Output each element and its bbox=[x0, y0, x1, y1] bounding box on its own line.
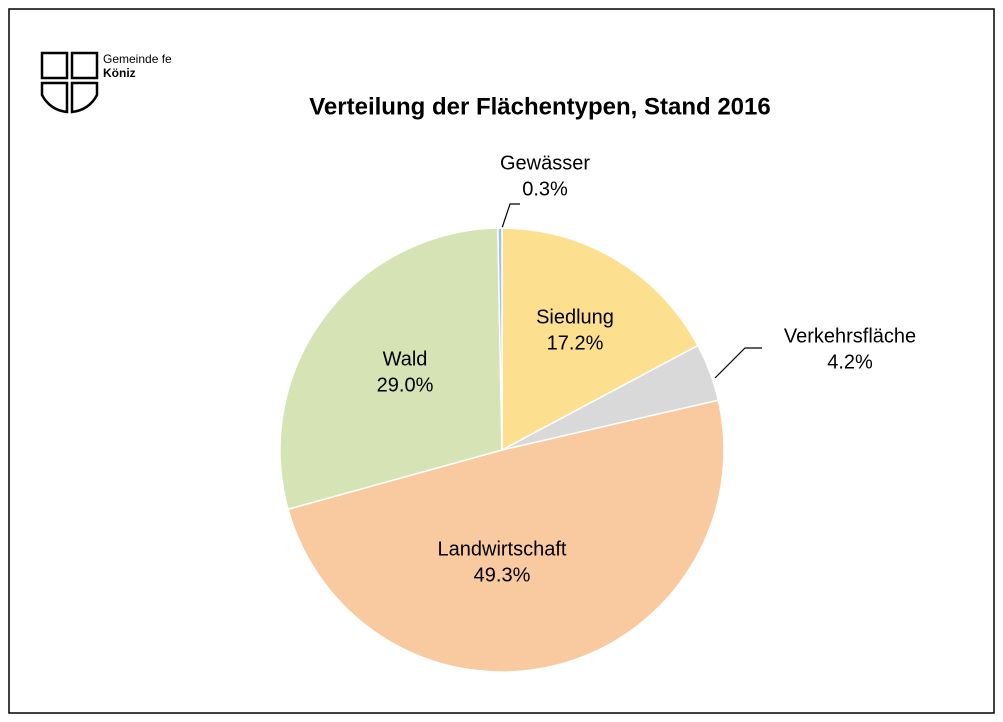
leader-line bbox=[501, 203, 520, 229]
slice-value: 0.3% bbox=[522, 178, 568, 200]
slice-label: Wald bbox=[383, 348, 428, 370]
chart-title: Verteilung der Flächentypen, Stand 2016 bbox=[309, 93, 770, 120]
slice-label: Siedlung bbox=[536, 306, 614, 328]
leader-line bbox=[714, 347, 762, 379]
slice-label: Landwirtschaft bbox=[438, 538, 567, 560]
slice-label: Gewässer bbox=[500, 152, 590, 174]
slice-value: 4.2% bbox=[827, 351, 873, 373]
pie-slice bbox=[497, 227, 503, 451]
logo-text: Köniz bbox=[103, 66, 136, 80]
pie-slice bbox=[279, 227, 503, 511]
logo bbox=[40, 51, 99, 114]
slice-label: Verkehrsfläche bbox=[784, 325, 916, 347]
logo-text: Gemeinde fe bbox=[103, 52, 172, 66]
slice-value: 49.3% bbox=[474, 564, 531, 586]
slice-value: 29.0% bbox=[377, 374, 434, 396]
slice-value: 17.2% bbox=[547, 332, 604, 354]
pie-slice bbox=[501, 227, 699, 452]
pie-slice bbox=[287, 399, 725, 673]
